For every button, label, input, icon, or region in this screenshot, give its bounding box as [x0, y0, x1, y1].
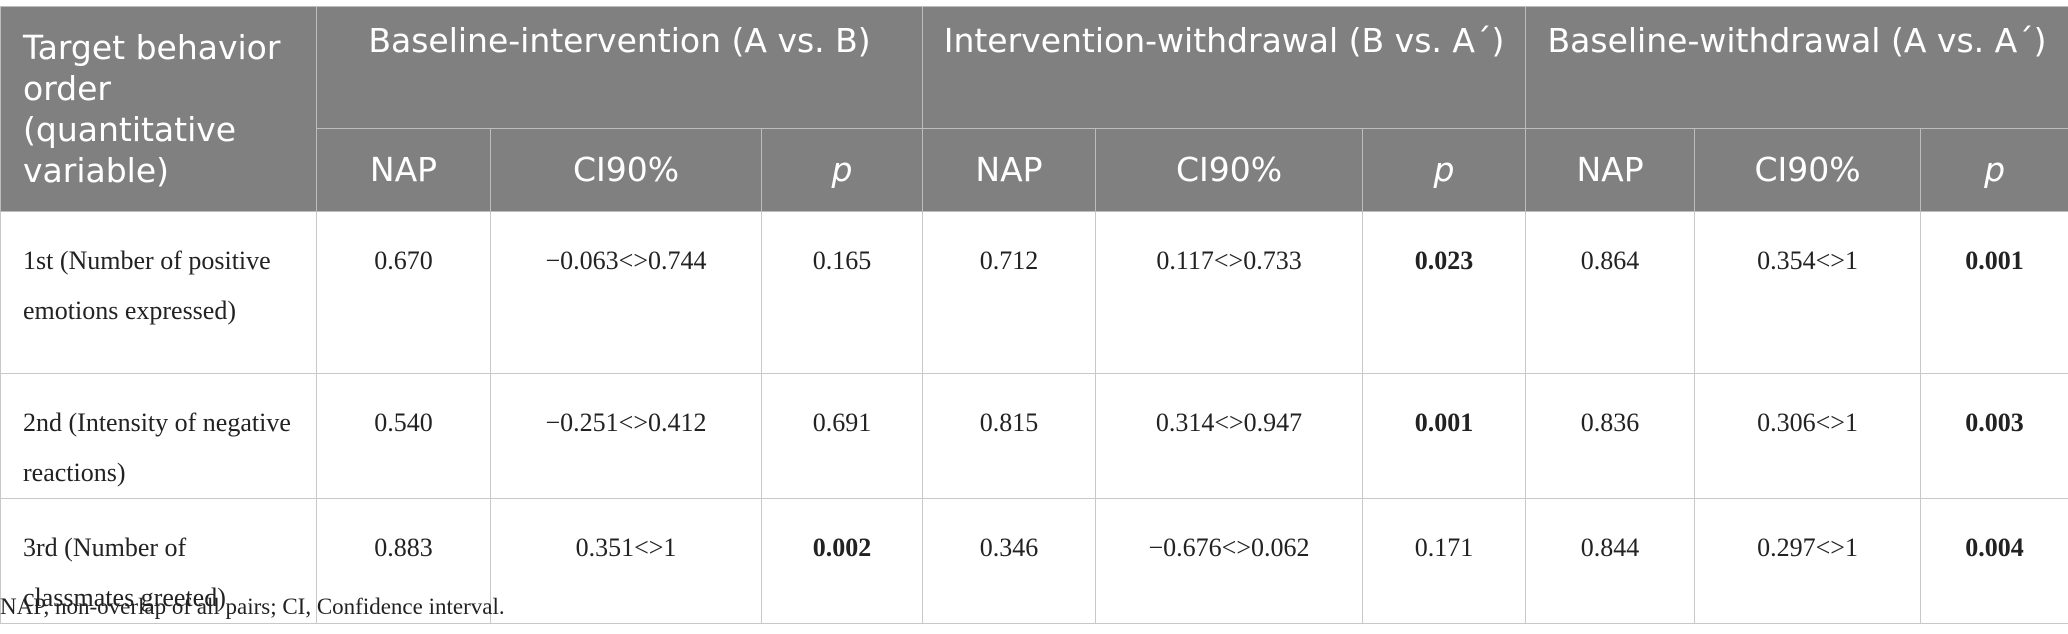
cell-nap: 0.670 [316, 211, 491, 374]
cell-nap: 0.815 [922, 373, 1097, 499]
header-ci90: CI90% [1694, 128, 1922, 212]
header-p: p [1920, 128, 2068, 212]
results-table: Target behavior order (quantitative vari… [0, 6, 2068, 624]
header-p: p [760, 128, 924, 212]
cell-ci90: 0.297<>1 [1694, 498, 1922, 624]
cell-ci90: 0.306<>1 [1694, 373, 1922, 499]
cell-nap: 0.540 [316, 373, 491, 499]
cell-ci90: 0.314<>0.947 [1095, 373, 1364, 499]
header-target-behavior: Target behavior order (quantitative vari… [0, 6, 317, 212]
cell-nap: 0.346 [922, 498, 1097, 624]
cell-p-significant: 0.023 [1362, 211, 1527, 374]
cell-ci90: 0.117<>0.733 [1095, 211, 1364, 374]
header-group-baseline-withdrawal: Baseline-withdrawal (A vs. A´) [1525, 6, 2068, 129]
cell-nap: 0.712 [922, 211, 1097, 374]
header-row-groups: Target behavior order (quantitative vari… [0, 6, 2068, 212]
cell-p-significant: 0.003 [1920, 373, 2068, 499]
header-nap: NAP [316, 128, 491, 212]
cell-p-significant: 0.004 [1920, 498, 2068, 624]
results-table-container: Target behavior order (quantitative vari… [0, 6, 2068, 624]
header-ci90: CI90% [490, 128, 762, 212]
cell-p: 0.165 [760, 211, 924, 374]
table-row: 1st (Number of positive emotions express… [0, 211, 2068, 374]
cell-ci90: −0.063<>0.744 [490, 211, 762, 374]
table-row: 3rd (Number of classmates greeted) 0.883… [0, 498, 2068, 624]
row-label: 1st (Number of positive emotions express… [0, 211, 317, 374]
row-label: 2nd (Intensity of negative reactions) [0, 373, 317, 499]
cell-p-significant: 0.002 [760, 498, 924, 624]
table-footnote: NAP, non-overlap of all pairs; CI, Confi… [0, 594, 505, 619]
header-row-subcolumns: NAP CI90% p NAP CI90% p NAP CI90% p [1, 128, 2068, 212]
cell-nap: 0.836 [1525, 373, 1696, 499]
header-group-intervention-withdrawal: Intervention-withdrawal (B vs. A´) [922, 6, 1527, 129]
cell-nap: 0.844 [1525, 498, 1696, 624]
header-nap: NAP [1525, 128, 1696, 212]
cell-ci90: −0.676<>0.062 [1095, 498, 1364, 624]
cell-p-significant: 0.001 [1920, 211, 2068, 374]
cell-ci90: 0.351<>1 [490, 498, 762, 624]
header-ci90: CI90% [1095, 128, 1364, 212]
cell-nap: 0.864 [1525, 211, 1696, 374]
table-row: 2nd (Intensity of negative reactions) 0.… [0, 373, 2068, 499]
cell-ci90: −0.251<>0.412 [490, 373, 762, 499]
cell-nap: 0.883 [316, 498, 491, 624]
header-p: p [1362, 128, 1527, 212]
row-label: 3rd (Number of classmates greeted) [0, 498, 317, 624]
cell-p-significant: 0.001 [1362, 373, 1527, 499]
cell-p: 0.171 [1362, 498, 1527, 624]
header-group-baseline-intervention: Baseline-intervention (A vs. B) [315, 6, 924, 129]
header-nap: NAP [922, 128, 1097, 212]
cell-ci90: 0.354<>1 [1694, 211, 1922, 374]
cell-p: 0.691 [760, 373, 924, 499]
